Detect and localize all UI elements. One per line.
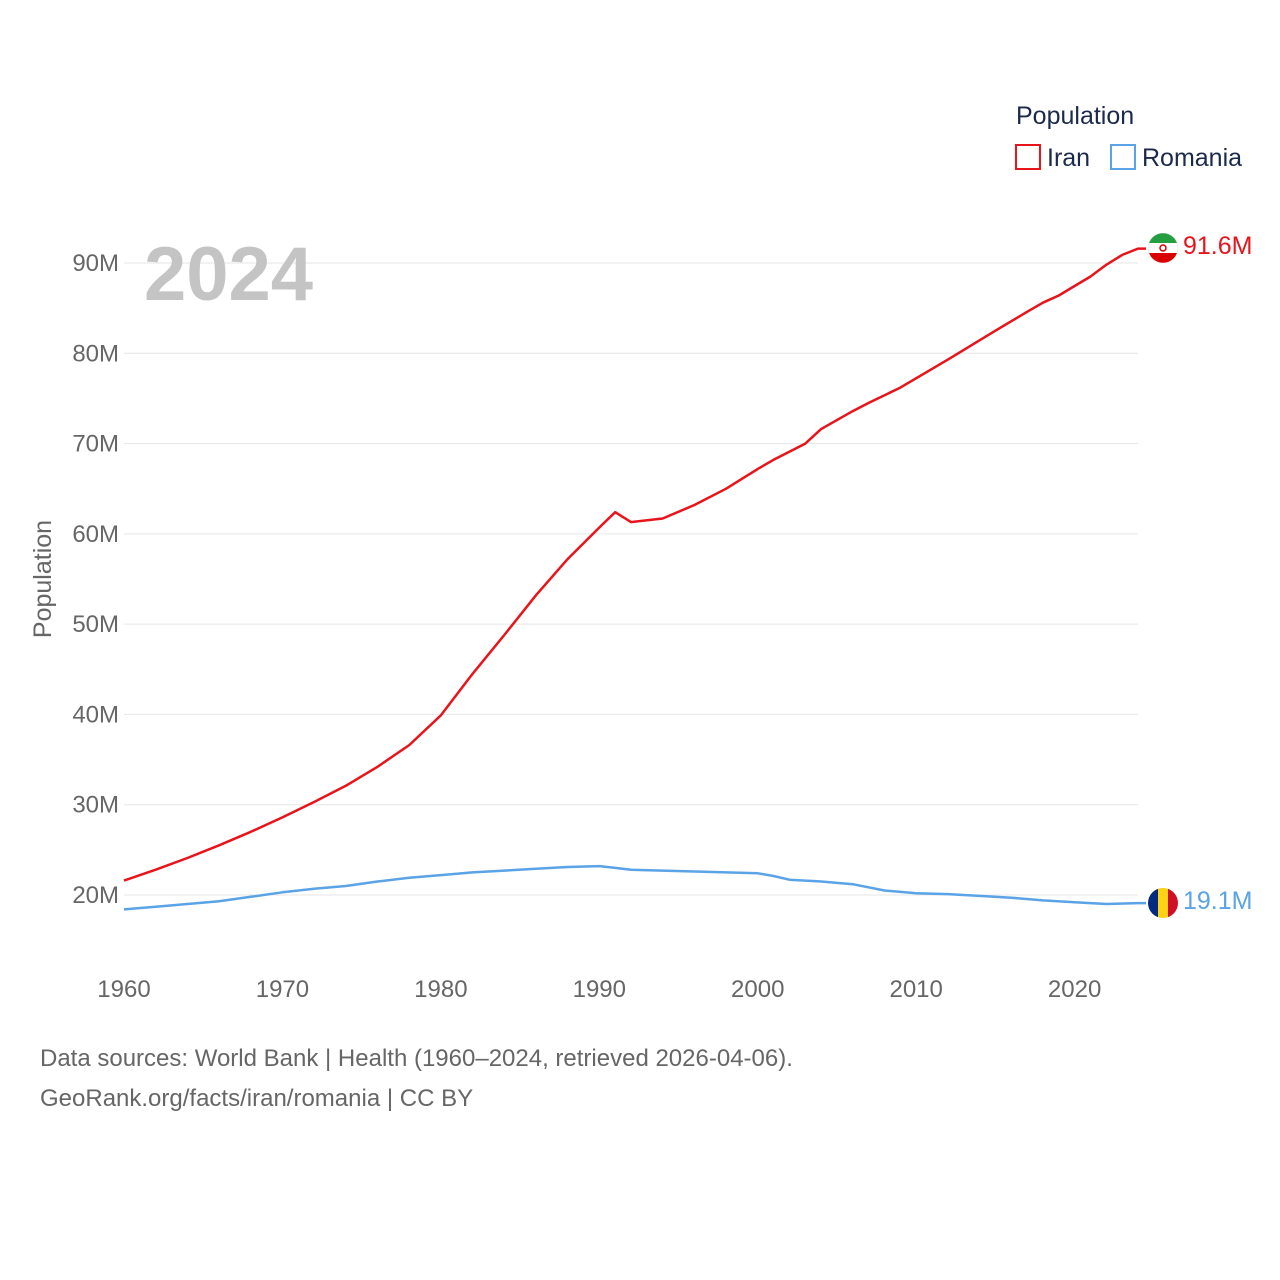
y-tick-label: 40M <box>72 701 119 728</box>
y-tick-label: 90M <box>72 250 119 277</box>
x-tick-label: 1980 <box>414 976 467 1003</box>
x-tick-label: 1960 <box>97 976 150 1003</box>
iran-end-label: 91.6M <box>1183 232 1252 260</box>
series-lines <box>123 247 1146 911</box>
footer-attribution: GeoRank.org/facts/iran/romania | CC BY <box>40 1085 474 1112</box>
series-line-iran <box>123 247 1146 882</box>
legend-title: Population <box>1016 102 1134 130</box>
legend-item-romania[interactable]: Romania <box>1110 144 1242 172</box>
legend-label-iran: Iran <box>1047 144 1090 172</box>
x-tick-label: 2010 <box>889 976 942 1003</box>
y-tick-label: 30M <box>72 792 119 819</box>
series-line-romania <box>123 864 1146 911</box>
footer-sources: Data sources: World Bank | Health (1960–… <box>40 1045 793 1072</box>
x-tick-label: 1990 <box>573 976 626 1003</box>
y-tick-label: 80M <box>72 340 119 367</box>
y-axis-label: Population <box>29 520 57 638</box>
y-tick-label: 70M <box>72 431 119 458</box>
x-tick-label: 2020 <box>1048 976 1101 1003</box>
romania-flag-icon <box>1148 888 1178 918</box>
x-axis-ticks: 1960 1970 1980 1990 2000 2010 2020 <box>97 976 1101 1003</box>
romania-end-label: 19.1M <box>1183 887 1252 915</box>
y-tick-label: 60M <box>72 521 119 548</box>
legend-item-iran[interactable]: Iran <box>1015 144 1090 172</box>
y-axis-ticks: 20M 30M 40M 50M 60M 70M 80M 90M <box>72 250 119 909</box>
iran-flag-icon <box>1147 232 1179 264</box>
x-tick-label: 1970 <box>256 976 309 1003</box>
y-tick-label: 50M <box>72 611 119 638</box>
legend-swatch-iran <box>1015 144 1041 170</box>
y-tick-label: 20M <box>72 882 119 909</box>
legend-swatch-romania <box>1110 144 1136 170</box>
legend: Population Iran Romania <box>1015 102 1242 172</box>
x-tick-label: 2000 <box>731 976 784 1003</box>
year-watermark: 2024 <box>144 232 313 317</box>
legend-label-romania: Romania <box>1142 144 1242 172</box>
gridlines <box>124 262 1138 896</box>
